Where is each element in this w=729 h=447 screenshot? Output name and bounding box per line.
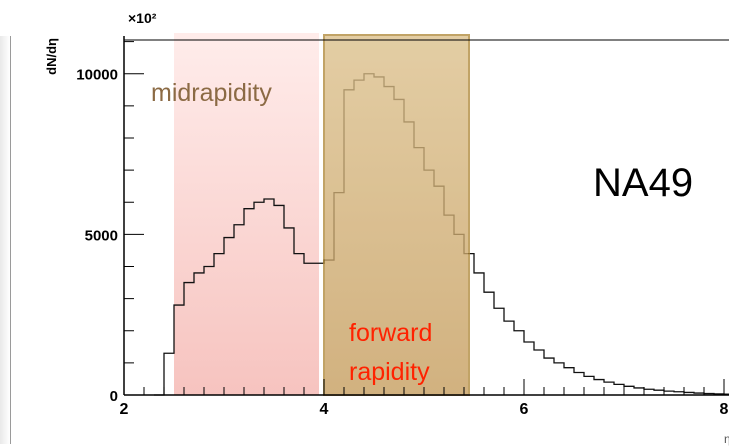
labels-layer: ×10² dN/dη η midrapidity forward rapidity NA49 (44, 10, 729, 446)
histogram-bin (164, 353, 174, 395)
histogram-bin (484, 292, 494, 395)
histogram-bin (504, 321, 514, 395)
forward-rapidity-label: rapidity (349, 358, 430, 386)
x-tick-label: 6 (520, 401, 529, 418)
y-tick-label: 10000 (76, 67, 118, 84)
histogram-bin (544, 358, 554, 395)
histogram-bin (294, 254, 304, 395)
histogram-bin (524, 342, 534, 395)
histogram-bin (254, 202, 264, 395)
x-axis-title: η (724, 432, 729, 446)
histogram-bin (234, 225, 244, 395)
forward-rapidity-region (323, 34, 470, 396)
histogram-bin (554, 363, 564, 395)
histogram-bin (604, 382, 614, 395)
histogram-bin (304, 263, 314, 395)
axes-layer: 0 5000 10000 2 4 6 8 (76, 36, 729, 418)
histogram-bin (214, 254, 224, 395)
histogram-bin (494, 308, 504, 395)
x-tick-label: 8 (720, 401, 729, 418)
left-window-edge-fill (0, 36, 10, 444)
histogram-bin (274, 205, 284, 395)
histogram-bin (584, 376, 594, 395)
regions-layer (323, 34, 470, 396)
histogram-bin (514, 331, 524, 395)
histogram-bin (264, 199, 274, 395)
left-window-edge (0, 36, 11, 444)
histogram-bin (194, 273, 204, 395)
y-axis-multiplier: ×10² (128, 10, 157, 26)
histogram-bin (564, 368, 574, 395)
histogram-bin (224, 238, 234, 395)
histogram-bin (574, 373, 584, 395)
histogram-bin (314, 263, 324, 395)
histogram-bin (474, 273, 484, 395)
y-axis-title: dN/dη (44, 38, 59, 75)
y-tick-label: 0 (110, 388, 118, 405)
midrapidity-label: midrapidity (151, 79, 272, 107)
na49-annotation: NA49 (593, 161, 693, 205)
midrapidity-region (174, 33, 319, 395)
histogram-bin (204, 266, 214, 395)
forward-rapidity-label: forward (349, 319, 432, 347)
histogram-bin (184, 283, 194, 395)
y-tick-label: 5000 (85, 227, 118, 244)
histogram-bin (534, 350, 544, 395)
histogram-bin (614, 384, 624, 395)
histogram-bin (624, 386, 634, 395)
x-tick-label: 4 (320, 401, 329, 418)
histogram-bin (174, 305, 184, 395)
histogram-bin (594, 380, 604, 395)
x-tick-label: 2 (120, 401, 129, 418)
histogram-bin (634, 388, 644, 395)
histogram-bin (244, 209, 254, 395)
histogram-bin (644, 389, 654, 395)
histogram-bin (284, 228, 294, 395)
